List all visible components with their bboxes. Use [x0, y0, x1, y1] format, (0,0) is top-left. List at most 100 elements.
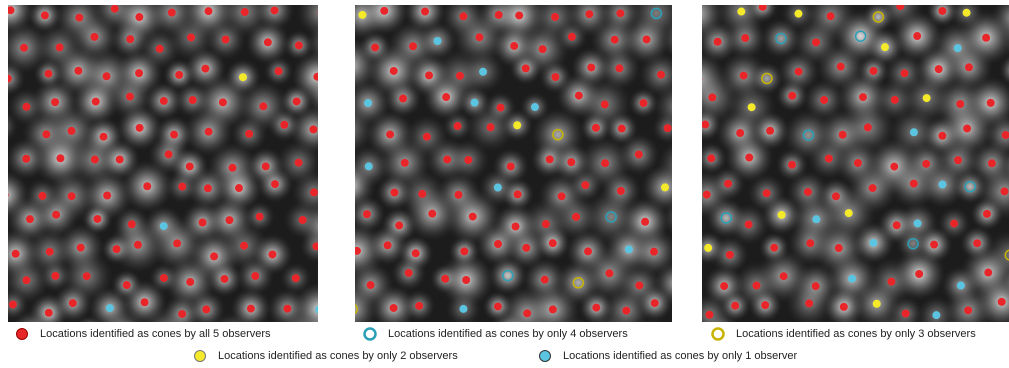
cone-marker — [202, 305, 210, 313]
cone-marker — [371, 43, 379, 51]
cone-marker — [268, 250, 276, 258]
cone-marker — [664, 124, 672, 132]
cone-blob — [903, 316, 958, 368]
cone-marker — [890, 163, 898, 171]
cone-marker — [549, 305, 557, 313]
cone-marker — [932, 311, 940, 319]
cone-marker — [935, 65, 943, 73]
cone-marker — [22, 155, 30, 163]
cone-marker — [592, 124, 600, 132]
cone-marker — [160, 97, 168, 105]
cone-marker — [471, 99, 479, 107]
cone-marker — [26, 215, 34, 223]
cone-marker — [333, 269, 341, 277]
cone-marker — [763, 189, 771, 197]
cone-marker — [780, 272, 788, 280]
cone-marker — [475, 33, 483, 41]
cone-marker — [479, 68, 487, 76]
cone-marker — [708, 93, 716, 101]
cone-marker — [225, 216, 233, 224]
cone-marker — [938, 181, 946, 189]
cone-marker — [643, 35, 651, 43]
cone-marker — [442, 93, 450, 101]
cone-marker — [9, 300, 17, 308]
cone-marker — [347, 62, 355, 70]
cone-marker — [126, 35, 134, 43]
cone-marker — [891, 96, 899, 104]
cone-marker — [364, 99, 372, 107]
cone-marker — [512, 222, 520, 230]
cone-marker — [256, 213, 264, 221]
cone-marker — [310, 188, 318, 196]
cone-marker — [325, 91, 333, 99]
cone-marker — [295, 159, 303, 167]
cone-marker — [363, 210, 371, 218]
cone-marker — [418, 190, 426, 198]
cone-marker — [873, 300, 881, 308]
cone-marker — [293, 97, 301, 105]
cone-marker — [701, 121, 709, 129]
cone-marker — [914, 219, 922, 227]
cone-marker — [275, 67, 283, 75]
cone-marker — [982, 34, 990, 42]
cone-marker — [522, 64, 530, 72]
cone-marker — [309, 125, 317, 133]
cone-marker — [639, 99, 647, 107]
cone-marker — [788, 161, 796, 169]
cone-marker — [443, 155, 451, 163]
cone-marker — [83, 272, 91, 280]
cone-marker — [963, 124, 971, 132]
cone-marker — [542, 220, 550, 228]
cone-marker — [572, 213, 580, 221]
cone-marker — [386, 130, 394, 138]
image-panels — [0, 0, 1009, 368]
cone-marker — [56, 43, 64, 51]
cone-marker — [724, 180, 732, 188]
cone-marker — [927, 339, 935, 347]
cone-marker — [390, 67, 398, 75]
cone-marker — [618, 125, 626, 133]
cone-marker — [887, 278, 895, 286]
cone-marker — [635, 150, 643, 158]
cone-marker — [714, 38, 722, 46]
cone-marker — [67, 127, 75, 135]
cone-marker — [741, 34, 749, 42]
cone-marker — [199, 219, 207, 227]
cone-marker — [136, 124, 144, 132]
cone-marker — [839, 131, 847, 139]
cone-marker — [821, 339, 829, 347]
cone-marker — [204, 7, 212, 15]
cone-marker — [343, 124, 353, 134]
cone-marker — [464, 156, 472, 164]
cone-marker — [825, 154, 833, 162]
cone-marker — [471, 341, 479, 349]
cone-marker — [601, 159, 609, 167]
cone-marker — [988, 159, 996, 167]
cone-marker — [806, 239, 814, 247]
cone-marker — [938, 7, 946, 15]
cone-marker — [587, 63, 595, 71]
legend-label: Locations identified as cones by only 4 … — [388, 328, 628, 340]
cone-marker — [731, 302, 739, 310]
cone-marker — [219, 98, 227, 106]
cone-marker — [650, 248, 658, 256]
cone-marker — [346, 182, 354, 190]
cone-blob — [292, 283, 346, 337]
cone-marker — [549, 239, 557, 247]
cone-marker — [103, 72, 111, 80]
cone-marker — [111, 5, 119, 13]
cone-marker — [469, 213, 477, 221]
cone-marker — [965, 63, 973, 71]
cone-marker — [617, 187, 625, 195]
cone-marker — [987, 99, 995, 107]
cone-marker — [752, 282, 760, 290]
cone-marker — [38, 192, 46, 200]
cone-blob — [515, 319, 562, 366]
cone-marker — [950, 220, 958, 228]
cone-marker — [674, 103, 682, 111]
cone-marker — [812, 282, 820, 290]
cone-marker — [805, 299, 813, 307]
cone-marker — [513, 121, 521, 129]
cone-marker — [134, 241, 142, 249]
cone-marker — [358, 11, 366, 19]
